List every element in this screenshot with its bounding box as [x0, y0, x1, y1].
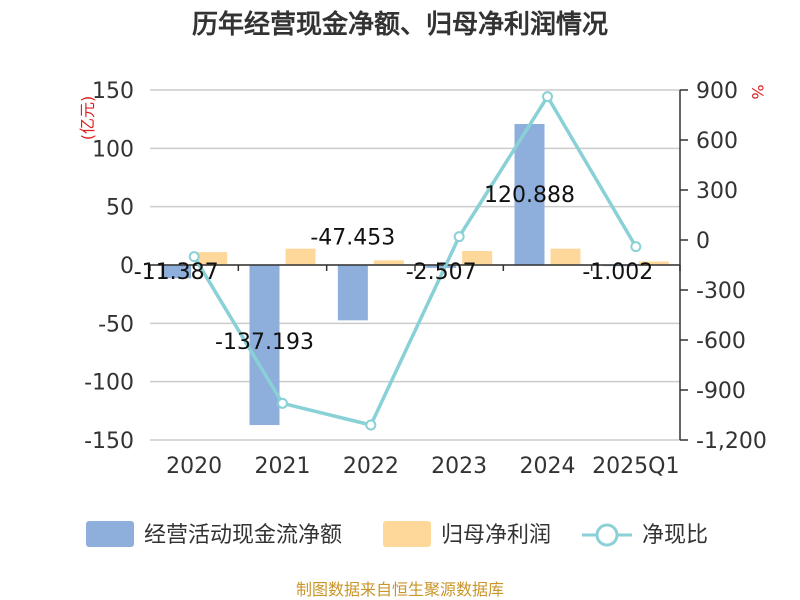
y-right-tick-label: 300 — [696, 179, 738, 204]
label-layer: -11.387 -137.193 -47.453 -2.507 120.888 -1.00… — [134, 183, 654, 355]
legend-label-net-profit: 归母净利润 — [441, 523, 551, 548]
bar-net-profit — [373, 260, 404, 265]
legend-label-operating-cash-flow: 经营活动现金流净额 — [144, 523, 342, 548]
x-tick-label: 2020 — [166, 454, 222, 479]
y-left-tick-label: -50 — [98, 312, 134, 337]
y-left-tick-label: 50 — [106, 196, 134, 221]
chart-title: 历年经营现金净额、归母净利润情况 — [192, 9, 608, 40]
y-left-tick-label: 100 — [92, 137, 134, 162]
right-axis-unit: % — [748, 84, 767, 99]
data-label-operating-cash-flow: -2.507 — [406, 260, 477, 285]
bar-net-profit — [550, 248, 581, 265]
x-tick-label: 2021 — [255, 454, 311, 479]
legend: 经营活动现金流净额 归母净利润 净现比 — [86, 521, 708, 548]
y-left-tick-label: -100 — [84, 371, 134, 396]
axis-layer: 150 100 50 0 -50 -100 -150 900 600 300 0 -300 -600 -9… — [84, 79, 767, 479]
point-cash-ratio — [277, 397, 288, 409]
y-right-tick-label: -900 — [696, 379, 746, 404]
data-label-operating-cash-flow: -47.453 — [310, 225, 395, 250]
x-tick-label: 2022 — [343, 454, 399, 479]
bar-operating-cash-flow — [161, 265, 192, 279]
x-tick-label: 2025Q1 — [592, 454, 679, 479]
point-cash-ratio — [630, 241, 642, 253]
y-right-tick-label: -300 — [696, 279, 746, 304]
bar-layer — [161, 123, 669, 426]
source-note: 制图数据来自恒生聚源数据库 — [296, 580, 504, 599]
y-right-tick-label: -1,200 — [696, 429, 767, 454]
line-layer — [188, 91, 642, 431]
y-right-tick-label: -600 — [696, 329, 746, 354]
y-left-tick-label: 0 — [120, 254, 134, 279]
data-label-operating-cash-flow: -1.002 — [582, 260, 653, 285]
point-cash-ratio — [365, 419, 377, 431]
bar-operating-cash-flow — [514, 123, 545, 266]
point-cash-ratio — [188, 251, 200, 263]
bar-net-profit — [638, 261, 669, 265]
legend-swatch-operating-cash-flow — [86, 521, 134, 547]
y-right-tick-label: 0 — [696, 229, 710, 254]
legend-swatch-net-profit — [383, 521, 431, 547]
bar-net-profit — [285, 248, 316, 265]
y-right-tick-label: 600 — [696, 129, 738, 154]
left-axis-unit: (亿元) — [78, 96, 97, 141]
y-right-tick-label: 900 — [696, 79, 738, 104]
data-label-operating-cash-flow: -137.193 — [215, 330, 314, 355]
legend-label-cash-ratio: 净现比 — [642, 523, 708, 548]
bar-net-profit — [197, 252, 228, 265]
x-tick-label: 2024 — [520, 454, 576, 479]
data-label-operating-cash-flow: -11.387 — [134, 260, 219, 285]
y-left-tick-label: 150 — [92, 79, 134, 104]
point-cash-ratio — [542, 91, 553, 103]
legend-marker-cash-ratio — [595, 523, 619, 547]
bar-net-profit — [462, 251, 493, 265]
y-left-tick-label: -150 — [84, 429, 134, 454]
point-cash-ratio — [453, 231, 465, 243]
bar-operating-cash-flow — [426, 265, 457, 268]
data-label-operating-cash-flow: 120.888 — [484, 183, 575, 208]
x-tick-label: 2023 — [431, 454, 487, 479]
bar-operating-cash-flow — [249, 265, 280, 426]
bar-operating-cash-flow — [337, 265, 368, 321]
line-cash-ratio — [192, 94, 638, 427]
